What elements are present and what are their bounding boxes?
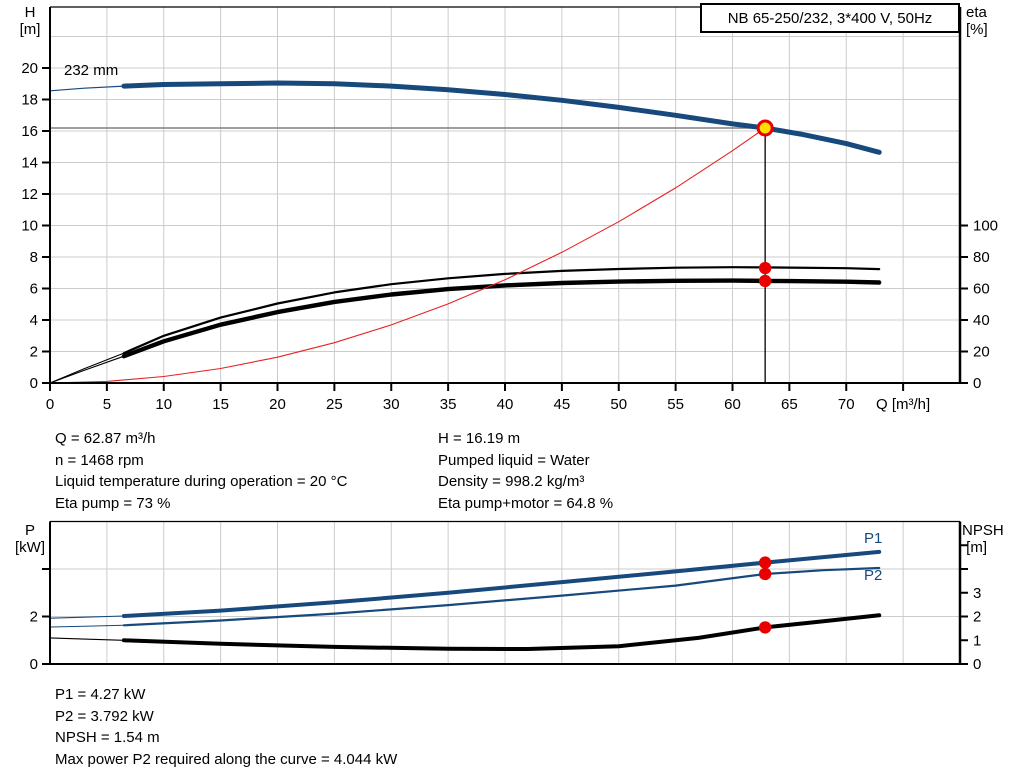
duty-info-left: Q = 62.87 m³/h n = 1468 rpm Liquid tempe… <box>55 428 347 514</box>
right-tick-label: 1 <box>973 632 981 649</box>
info-q: Q = 62.87 m³/h <box>55 430 156 447</box>
duty-point-marker <box>756 119 774 137</box>
p2-marker <box>758 567 772 581</box>
right-tick-label: 20 <box>973 344 990 361</box>
right-tick-label: 3 <box>973 585 981 602</box>
power-info: P1 = 4.27 kW P2 = 3.792 kW NPSH = 1.54 m… <box>55 684 397 770</box>
right-tick-label: 2 <box>973 609 981 626</box>
x-tick-label: 20 <box>269 396 286 413</box>
head-curve-232mm <box>121 80 882 155</box>
npsh-axis-label: NPSH [m] <box>962 522 1004 556</box>
left-tick-label: 6 <box>30 281 38 298</box>
eta-pump-marker <box>758 261 772 275</box>
p2-curve <box>49 624 125 628</box>
info-npsh: NPSH = 1.54 m <box>55 729 160 746</box>
eta-pump-motor-curve <box>121 278 882 359</box>
p1-curve <box>121 549 882 618</box>
p1-curve-label: P1 <box>864 530 883 547</box>
info-density: Density = 998.2 kg/m³ <box>438 473 585 490</box>
x-tick-label: 35 <box>440 396 457 413</box>
left-tick-label: 10 <box>21 218 38 235</box>
x-tick-label: 0 <box>46 396 54 413</box>
left-tick-label: 2 <box>30 609 38 626</box>
x-tick-label: 15 <box>212 396 229 413</box>
p1-curve <box>49 615 125 619</box>
info-n: n = 1468 rpm <box>55 451 144 469</box>
info-liquid-temp: Liquid temperature during operation = 20… <box>55 473 348 490</box>
left-tick-label: 18 <box>21 92 38 109</box>
x-tick-label: 50 <box>610 396 627 413</box>
x-tick-label: 45 <box>554 396 571 413</box>
x-tick-label: 25 <box>326 396 343 413</box>
system-curve <box>49 127 766 384</box>
x-tick-label: 55 <box>667 396 684 413</box>
info-p2: P2 = 3.792 kW <box>55 707 154 725</box>
right-tick-label: 100 <box>973 218 998 235</box>
info-eta-pump: Eta pump = 73 % <box>55 494 171 512</box>
left-tick-label: 14 <box>21 155 38 172</box>
head-curve-232mm <box>49 85 125 92</box>
pump-title-box: NB 65-250/232, 3*400 V, 50Hz <box>700 3 960 33</box>
duty-info-right: H = 16.19 m Pumped liquid = Water Densit… <box>438 428 613 514</box>
eta-pump-motor-curve <box>49 355 125 384</box>
p2-curve <box>122 566 881 627</box>
x-tick-label: 60 <box>724 396 741 413</box>
x-tick-label: 65 <box>781 396 798 413</box>
left-tick-label: 8 <box>30 249 38 266</box>
impeller-diameter-label: 232 mm <box>64 62 119 79</box>
x-tick-label: 40 <box>497 396 514 413</box>
info-p1: P1 = 4.27 kW <box>55 686 146 703</box>
right-tick-label: 80 <box>973 249 990 266</box>
eta-axis-label: eta [%] <box>966 4 988 38</box>
left-tick-label: 2 <box>30 344 38 361</box>
p2-curve-label: P2 <box>864 567 883 584</box>
left-tick-label: 20 <box>21 60 38 77</box>
left-tick-label: 12 <box>21 186 38 203</box>
right-tick-label: 0 <box>973 375 981 392</box>
x-tick-label: 5 <box>103 396 111 413</box>
right-tick-label: 60 <box>973 281 990 298</box>
info-eta-pump-motor: Eta pump+motor = 64.8 % <box>438 494 614 512</box>
eta-pump-motor-marker <box>758 274 772 288</box>
npsh-curve <box>49 637 125 641</box>
x-tick-label: 10 <box>155 396 172 413</box>
npsh-curve <box>121 613 882 651</box>
npsh-marker <box>758 621 772 634</box>
left-tick-label: 16 <box>21 123 38 140</box>
p1-marker <box>758 556 772 569</box>
x-tick-label: 30 <box>383 396 400 413</box>
eta-pump-curve <box>122 266 881 355</box>
left-tick-label: 0 <box>30 656 38 673</box>
right-tick-label: 40 <box>973 312 990 329</box>
p-axis-label: P [kW] <box>15 522 45 556</box>
left-tick-label: 0 <box>30 375 38 392</box>
x-tick-label: 70 <box>838 396 855 413</box>
q-axis-label: Q [m³/h] <box>876 396 931 413</box>
h-axis-label: H [m] <box>19 4 41 38</box>
left-tick-label: 4 <box>30 312 38 329</box>
info-pumped-liquid: Pumped liquid = Water <box>438 451 590 469</box>
pump-title: NB 65-250/232, 3*400 V, 50Hz <box>727 9 933 27</box>
info-max-p2: Max power P2 required along the curve = … <box>55 750 398 768</box>
right-tick-label: 0 <box>973 656 981 673</box>
info-h: H = 16.19 m <box>438 430 521 447</box>
